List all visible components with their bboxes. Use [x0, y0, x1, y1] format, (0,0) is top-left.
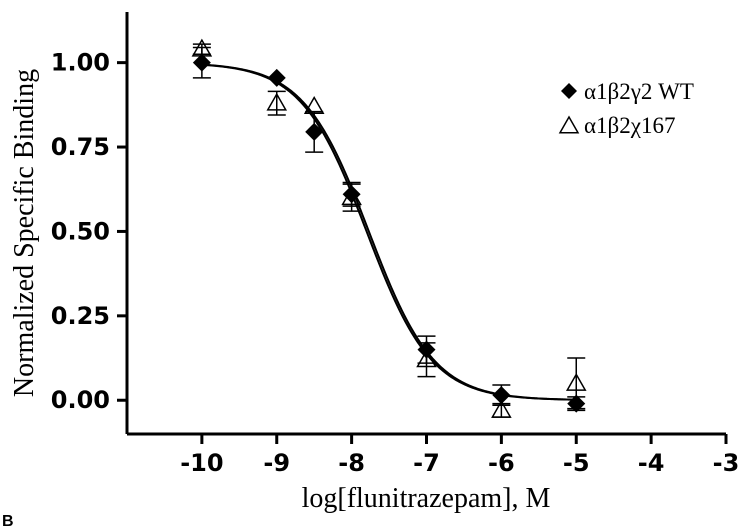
y-tick-label: 1.00	[51, 49, 110, 77]
legend: α1β2γ2 WT α1β2χ167	[558, 79, 694, 138]
legend-label: α1β2χ167	[584, 113, 675, 138]
fit-curves	[201, 63, 577, 401]
axes: -10 -9 -8 -7 -6 -5 -4 -3 0.00 0.25 0.50 0.75 1.00	[51, 12, 740, 477]
y-tick-label: 0.00	[51, 386, 110, 414]
legend-label: α1β2γ2 WT	[584, 79, 694, 104]
data-point-chimera	[565, 372, 587, 391]
data-point-wt	[192, 53, 211, 72]
x-tick-label: -7	[413, 449, 440, 477]
y-tick-label: 0.75	[51, 133, 110, 161]
legend-marker-chimera	[558, 115, 580, 134]
legend-marker-wt	[561, 83, 577, 99]
fit-curve	[201, 63, 577, 401]
x-tick-label: -8	[338, 449, 365, 477]
x-tick-label: -6	[488, 449, 515, 477]
y-tick-label: 0.50	[51, 217, 110, 245]
x-axis-title: log[flunitrazepam], M	[302, 483, 551, 514]
x-tick-label: -10	[180, 449, 223, 477]
data-point-chimera	[491, 399, 512, 418]
y-tick-label: 0.25	[51, 302, 110, 330]
data-point-wt	[342, 185, 361, 204]
data-point-chimera	[191, 38, 213, 57]
panel-corner-label: B	[2, 513, 14, 527]
y-axis-title: Normalized Specific Binding	[9, 69, 40, 397]
data-point-wt	[567, 394, 586, 413]
x-tick-label: -9	[263, 449, 290, 477]
x-tick-label: -5	[563, 449, 590, 477]
error-bars	[192, 43, 586, 418]
data-point-chimera	[303, 96, 325, 115]
fit-curve	[201, 63, 577, 401]
data-point-wt	[492, 386, 511, 405]
x-tick-label: -3	[713, 449, 740, 477]
data-point-chimera	[266, 92, 288, 111]
data-point-chimera	[416, 349, 437, 368]
data-point-wt	[305, 122, 324, 141]
data-point-wt	[267, 68, 286, 87]
data-point-chimera	[341, 187, 362, 206]
data-points	[191, 38, 587, 418]
x-tick-label: -4	[638, 449, 665, 477]
